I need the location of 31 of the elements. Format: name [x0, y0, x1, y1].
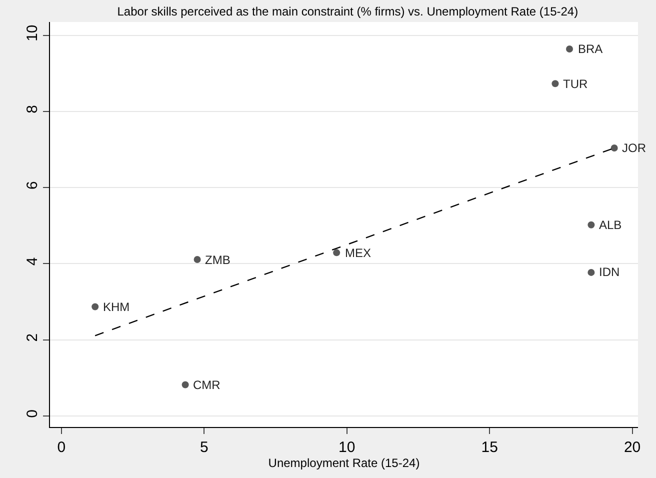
y-tick-label: 4	[24, 257, 41, 266]
point	[588, 268, 595, 276]
annotation: IDN	[599, 265, 620, 279]
y-tick-label: 0	[24, 410, 41, 418]
x-tick-label: 15	[481, 439, 498, 456]
point	[333, 249, 340, 256]
annotation: BRA	[578, 42, 603, 56]
y-tick-label: 2	[24, 333, 41, 342]
annotation: ALB	[599, 218, 622, 232]
point	[588, 221, 595, 228]
point	[92, 303, 99, 310]
x-tick-label: 0	[57, 439, 66, 456]
point	[182, 381, 189, 388]
annotation: KHM	[103, 300, 130, 314]
x-tick-label: 10	[338, 439, 356, 456]
x-axis-title: Unemployment Rate (15-24)	[268, 456, 420, 470]
point	[194, 256, 201, 264]
point	[566, 46, 573, 53]
y-tick-label: 8	[24, 105, 41, 114]
x-tick-label: 20	[624, 439, 641, 456]
annotation: JOR	[622, 141, 646, 155]
point	[610, 144, 618, 152]
y-tick-label: 6	[24, 181, 41, 190]
chart-title: Labor skills perceived as the main constraint (% firms) vs. Unemployment Rate (15-24)	[117, 4, 578, 19]
annotation: TUR	[563, 77, 588, 91]
annotation: ZMB	[205, 253, 230, 267]
annotation: MEX	[345, 246, 372, 260]
y-tick-label: 10	[24, 24, 41, 42]
annotation: CMR	[193, 378, 221, 392]
point	[552, 80, 559, 88]
x-tick-label: 5	[200, 439, 208, 456]
